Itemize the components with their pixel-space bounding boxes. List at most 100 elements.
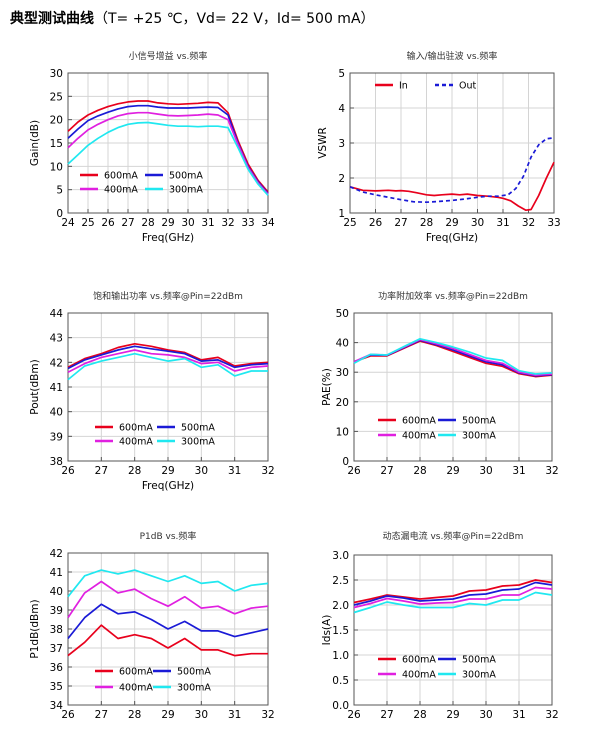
- y-tick-label: 0.5: [332, 675, 349, 687]
- x-tick-label: 27: [121, 217, 134, 229]
- y-tick-label: 1.0: [332, 650, 349, 662]
- x-tick-label: 26: [347, 709, 361, 721]
- y-tick-label: 40: [336, 338, 349, 350]
- x-tick-label: 28: [128, 709, 141, 721]
- series-line-500ma: [67, 104, 269, 194]
- y-tick-label: 35: [50, 681, 63, 693]
- page-header: 典型测试曲线（T= +25 ℃，Vd= 22 V，Id= 500 mA）: [10, 8, 375, 28]
- pout-chart: 饱和输出功率 vs.频率@Pin=22dBm 26 27 28 29 30 31 32 38 39…: [29, 290, 275, 492]
- y-tick-label: 40: [50, 407, 63, 419]
- y-tick-label: 42: [50, 357, 63, 369]
- y-tick-label: 25: [50, 91, 63, 103]
- legend-label: 400mA: [104, 185, 138, 196]
- x-tick-label: 30: [195, 709, 208, 721]
- x-tick-label: 25: [81, 217, 94, 229]
- legend-label: 300mA: [181, 437, 215, 448]
- y-axis-label: PAE(%): [321, 368, 333, 406]
- x-tick-label: 28: [413, 465, 426, 477]
- x-tick-label: 31: [512, 709, 525, 721]
- legend-label: In: [399, 81, 408, 92]
- y-tick-label: 38: [50, 456, 63, 468]
- vswr-chart: 输入/输出驻波 vs.频率 25 26 27 28 29 30 31 32 33 1 2 3 4 5 Freq…: [317, 50, 561, 244]
- x-tick-label: 30: [479, 709, 492, 721]
- series-line-300ma: [353, 337, 553, 375]
- y-tick-label: 20: [336, 397, 349, 409]
- y-tick-label: 30: [336, 367, 349, 379]
- legend-label: 300mA: [462, 431, 496, 442]
- x-tick-label: 28: [141, 217, 154, 229]
- legend-label: Out: [459, 81, 476, 92]
- legend-label: 400mA: [119, 683, 153, 694]
- x-tick-label: 31: [512, 465, 525, 477]
- legend-label: 500mA: [462, 655, 496, 666]
- x-tick-label: 25: [343, 217, 356, 229]
- x-tick-label: 30: [471, 217, 484, 229]
- x-axis-label: Freq(GHz): [426, 232, 478, 244]
- chart-title: 饱和输出功率 vs.频率@Pin=22dBm: [93, 290, 243, 302]
- x-tick-label: 26: [369, 217, 383, 229]
- x-tick-label: 32: [261, 465, 274, 477]
- chart-title: 功率附加效率 vs.频率@Pin=22dBm: [378, 290, 528, 302]
- y-axis-label: P1dB(dBm): [29, 599, 41, 658]
- x-tick-label: 26: [61, 709, 75, 721]
- x-tick-label: 24: [61, 217, 75, 229]
- x-tick-label: 31: [201, 217, 214, 229]
- y-tick-label: 44: [50, 308, 64, 320]
- x-tick-label: 32: [261, 709, 274, 721]
- y-tick-label: 34: [50, 700, 64, 712]
- y-tick-label: 39: [50, 431, 63, 443]
- legend-label: 600mA: [104, 171, 138, 182]
- series-line-300ma: [67, 569, 269, 598]
- series-line-400ma: [67, 580, 269, 619]
- chart-title: P1dB vs.频率: [140, 530, 197, 542]
- y-tick-label: 4: [338, 103, 345, 115]
- legend-label: 500mA: [181, 423, 215, 434]
- series-line-500ma: [67, 603, 269, 640]
- legend-label: 500mA: [177, 667, 211, 678]
- x-tick-label: 27: [380, 709, 393, 721]
- y-tick-label: 43: [50, 333, 63, 345]
- x-tick-label: 29: [161, 217, 174, 229]
- x-tick-label: 27: [95, 709, 108, 721]
- legend-label: 300mA: [177, 683, 211, 694]
- x-tick-label: 27: [394, 217, 407, 229]
- y-tick-label: 20: [50, 115, 63, 127]
- x-tick-label: 27: [380, 465, 393, 477]
- x-axis-label: Freq(GHz): [142, 232, 194, 244]
- y-axis-label: Gain(dB): [29, 120, 41, 166]
- y-tick-label: 41: [50, 567, 63, 579]
- y-tick-label: 50: [336, 308, 349, 320]
- gain-chart: 小信号增益 vs.频率 24 25 26 27 28 29 30 31 32 33 34 0 5 10 15 2…: [29, 50, 275, 244]
- y-axis-label: Pout(dBm): [29, 359, 41, 414]
- y-tick-label: 41: [50, 382, 63, 394]
- y-tick-label: 42: [50, 548, 63, 560]
- y-tick-label: 40: [50, 586, 63, 598]
- x-tick-label: 30: [195, 465, 208, 477]
- y-tick-label: 2.5: [332, 575, 349, 587]
- y-tick-label: 37: [50, 643, 63, 655]
- x-tick-label: 26: [347, 465, 361, 477]
- y-tick-label: 0.0: [332, 700, 349, 712]
- legend-label: 400mA: [402, 431, 436, 442]
- y-tick-label: 1: [338, 208, 345, 220]
- x-tick-label: 26: [61, 465, 75, 477]
- legend-label: 500mA: [462, 416, 496, 427]
- y-tick-label: 10: [336, 426, 349, 438]
- x-tick-label: 32: [545, 709, 558, 721]
- x-tick-label: 31: [496, 217, 509, 229]
- x-tick-label: 32: [545, 465, 558, 477]
- legend-label: 300mA: [169, 185, 203, 196]
- y-tick-label: 39: [50, 605, 63, 617]
- series-line-600ma: [67, 624, 268, 657]
- x-tick-label: 27: [95, 465, 108, 477]
- y-tick-label: 2.0: [332, 600, 349, 612]
- p1db-chart: P1dB vs.频率 26 27 28 29 30 31 32 34 35 36 37 38 39 40 41…: [29, 530, 275, 721]
- legend-label: 500mA: [169, 171, 203, 182]
- page-title: 典型测试曲线: [10, 11, 94, 27]
- series-line-600ma: [67, 342, 269, 369]
- y-tick-label: 15: [50, 138, 63, 150]
- y-tick-label: 2: [338, 173, 345, 185]
- x-tick-label: 30: [181, 217, 194, 229]
- series-line-500ma: [67, 345, 269, 370]
- x-tick-label: 31: [228, 465, 241, 477]
